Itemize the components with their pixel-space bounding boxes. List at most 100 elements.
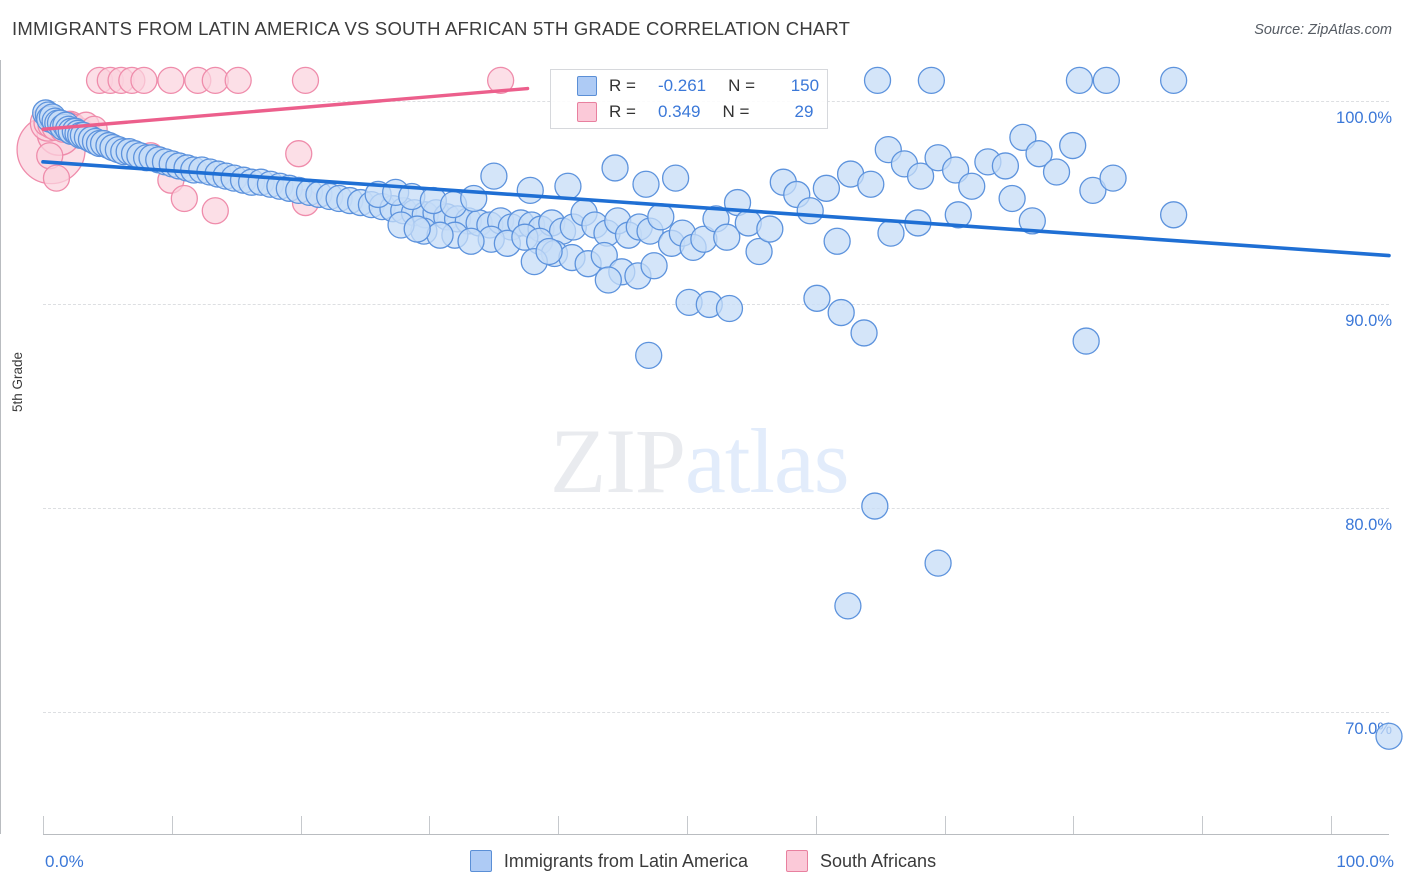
- pink-n-value: 29: [794, 102, 814, 121]
- data-point-immigrants-latin-america: [1159, 66, 1188, 95]
- data-point-south-africans: [486, 66, 515, 95]
- data-point-immigrants-latin-america: [756, 215, 784, 243]
- data-point-immigrants-latin-america: [715, 294, 744, 323]
- legend-marker-blue-icon: [469, 850, 492, 872]
- data-point-immigrants-latin-america: [812, 174, 841, 202]
- gridline: [43, 711, 1389, 713]
- data-point-south-africans: [291, 66, 320, 95]
- data-point-immigrants-latin-america: [1065, 66, 1094, 95]
- stats-row-pink: R = 0.349 N = 29: [577, 99, 813, 125]
- y-axis-line: [0, 60, 1, 834]
- data-point-immigrants-latin-america: [1059, 131, 1087, 160]
- data-point-immigrants-latin-america: [834, 592, 862, 620]
- data-point-immigrants-latin-america: [944, 201, 972, 229]
- data-point-south-africans: [224, 66, 252, 95]
- x-tick-mark: [1073, 816, 1075, 834]
- data-point-immigrants-latin-america: [857, 170, 885, 198]
- data-point-immigrants-latin-america: [917, 66, 946, 95]
- x-axis-line: [43, 834, 1389, 835]
- x-tick-mark: [558, 816, 560, 834]
- data-point-immigrants-latin-america: [1025, 140, 1053, 168]
- pink-n-label: N =: [722, 102, 750, 121]
- data-point-immigrants-latin-america: [480, 162, 508, 190]
- blue-n-value: 150: [790, 76, 820, 95]
- data-point-south-africans: [285, 140, 313, 168]
- data-point-immigrants-latin-america: [941, 156, 970, 184]
- blue-r-label: R =: [609, 76, 636, 95]
- legend-label-south-africans: South Africans: [820, 850, 937, 871]
- y-axis-label: 90.0%: [1345, 312, 1392, 331]
- x-tick-mark: [1331, 816, 1333, 834]
- data-point-immigrants-latin-america: [516, 176, 544, 205]
- data-point-immigrants-latin-america: [1072, 327, 1100, 355]
- data-point-immigrants-latin-america: [1099, 164, 1127, 192]
- data-point-immigrants-latin-america: [1375, 722, 1403, 750]
- x-tick-mark: [687, 816, 689, 834]
- data-point-immigrants-latin-america: [1159, 201, 1188, 229]
- data-point-immigrants-latin-america: [906, 162, 935, 190]
- trendline-immigrants-latin-america: [41, 160, 1391, 258]
- blue-r-value: -0.261: [657, 76, 707, 95]
- data-point-immigrants-latin-america: [796, 197, 824, 225]
- data-point-immigrants-latin-america: [991, 152, 1020, 180]
- data-point-immigrants-latin-america: [403, 215, 431, 243]
- data-point-south-africans: [170, 184, 198, 213]
- x-axis-label-max: 100.0%: [1336, 852, 1394, 871]
- data-point-immigrants-latin-america: [594, 266, 622, 294]
- pink-r-value: 0.349: [657, 102, 701, 121]
- data-point-immigrants-latin-america: [863, 66, 892, 95]
- data-point-immigrants-latin-america: [1018, 207, 1046, 235]
- data-point-immigrants-latin-america: [1042, 158, 1071, 186]
- legend-swatch-blue-icon: [577, 76, 597, 96]
- data-point-immigrants-latin-america: [635, 341, 663, 369]
- correlation-stats-box: R = -0.261 N = 150 R = 0.349 N = 29: [550, 69, 828, 129]
- data-point-south-africans: [201, 66, 229, 95]
- stats-row-blue: R = -0.261 N = 150: [577, 73, 819, 99]
- series-legend: Immigrants from Latin America South Afri…: [0, 850, 1406, 872]
- blue-n-label: N =: [728, 76, 756, 95]
- pink-r-label: R =: [609, 102, 636, 121]
- data-point-immigrants-latin-america: [457, 227, 485, 255]
- data-point-immigrants-latin-america: [1009, 123, 1037, 152]
- data-point-immigrants-latin-america: [850, 319, 878, 347]
- data-point-immigrants-latin-america: [554, 172, 582, 200]
- data-point-immigrants-latin-america: [535, 237, 563, 266]
- data-point-immigrants-latin-america: [924, 549, 952, 577]
- x-tick-mark: [815, 816, 817, 834]
- data-point-immigrants-latin-america: [823, 227, 851, 255]
- data-point-immigrants-latin-america: [827, 298, 855, 327]
- data-point-immigrants-latin-america: [713, 223, 741, 251]
- data-point-immigrants-latin-america: [958, 172, 986, 200]
- x-tick-mark: [1202, 816, 1204, 834]
- data-point-immigrants-latin-america: [998, 184, 1026, 213]
- data-point-immigrants-latin-america: [861, 492, 889, 520]
- data-point-immigrants-latin-america: [1092, 66, 1120, 95]
- gridline: [43, 508, 1389, 510]
- data-point-immigrants-latin-america: [1079, 176, 1107, 205]
- legend-label-immigrants-latin-america: Immigrants from Latin America: [503, 850, 748, 871]
- page-title: IMMIGRANTS FROM LATIN AMERICA VS SOUTH A…: [12, 18, 851, 39]
- x-tick-mark: [300, 816, 302, 834]
- x-tick-mark: [43, 816, 44, 834]
- legend-item-south-africans[interactable]: South Africans: [786, 850, 936, 872]
- data-point-immigrants-latin-america: [632, 170, 660, 198]
- source-attribution: Source: ZipAtlas.com: [1254, 22, 1392, 38]
- x-tick-mark: [944, 816, 946, 834]
- y-axis-label: 80.0%: [1345, 516, 1392, 535]
- x-tick-mark: [429, 816, 431, 834]
- data-point-south-africans: [201, 197, 229, 225]
- legend-marker-pink-icon: [786, 850, 808, 872]
- data-point-immigrants-latin-america: [601, 154, 629, 182]
- data-point-south-africans: [42, 164, 71, 192]
- data-point-immigrants-latin-america: [745, 237, 773, 266]
- data-point-immigrants-latin-america: [661, 164, 690, 192]
- y-axis-label: 100.0%: [1336, 108, 1392, 127]
- data-point-immigrants-latin-america: [647, 203, 675, 231]
- legend-item-immigrants-latin-america[interactable]: Immigrants from Latin America: [469, 850, 748, 872]
- data-point-immigrants-latin-america: [426, 221, 454, 249]
- data-point-immigrants-latin-america: [803, 284, 831, 312]
- trendline-south-africans: [41, 86, 530, 131]
- x-tick-mark: [171, 816, 173, 834]
